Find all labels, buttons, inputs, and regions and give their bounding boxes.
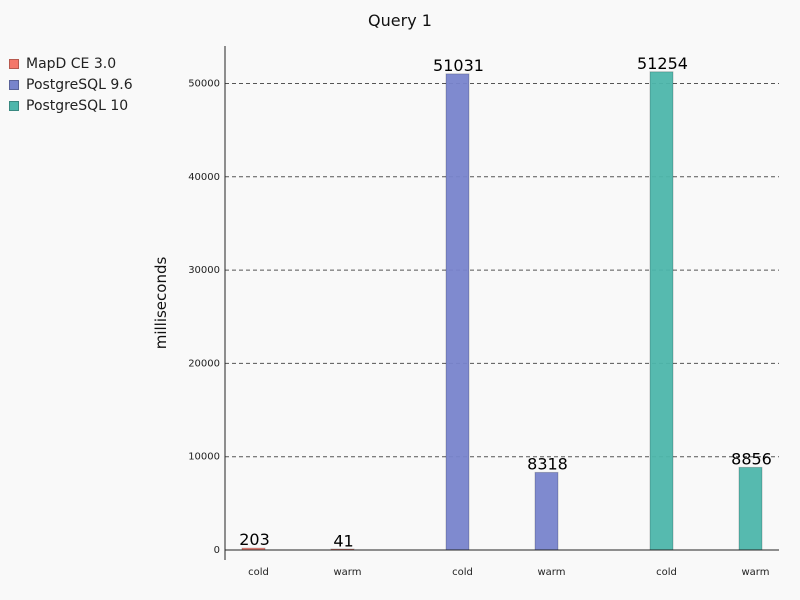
legend-label: PostgreSQL 9.6	[26, 76, 133, 93]
legend-label: MapD CE 3.0	[26, 55, 117, 72]
legend-item-mapd[interactable]: MapD CE 3.0	[9, 53, 133, 74]
bar-value-label: 8856	[731, 449, 772, 468]
legend-label: PostgreSQL 10	[26, 97, 129, 114]
x-ticks: cold warm cold warm cold warm	[248, 567, 769, 578]
bar-value-label: 51031	[433, 56, 484, 75]
y-tick-label: 10000	[188, 452, 220, 463]
bar-value-label: 203	[239, 530, 270, 549]
bar	[649, 71, 674, 551]
bar	[445, 73, 470, 551]
x-tick-label: warm	[334, 567, 362, 578]
chart-title: Query 1	[368, 11, 432, 30]
legend: MapD CE 3.0 PostgreSQL 9.6 PostgreSQL 10	[9, 53, 133, 116]
bar-value-label: 41	[333, 532, 353, 551]
x-tick-label: cold	[452, 567, 473, 578]
x-tick-label: cold	[248, 567, 269, 578]
y-tick-label: 50000	[188, 79, 220, 90]
x-tick-label: warm	[538, 567, 566, 578]
x-tick-label: warm	[742, 567, 770, 578]
y-axis-label: milliseconds	[152, 257, 170, 350]
legend-item-postgresql-9-6[interactable]: PostgreSQL 9.6	[9, 74, 133, 95]
y-tick-label: 0	[214, 545, 220, 556]
y-ticks: 0 10000 20000 30000 40000 50000	[188, 79, 220, 557]
bar	[534, 471, 559, 551]
y-tick-label: 40000	[188, 172, 220, 183]
legend-swatch	[9, 58, 19, 69]
x-tick-label: cold	[656, 567, 677, 578]
bar-value-label: 51254	[637, 54, 688, 73]
value-labels: 203 41 51031 8318 51254 8856	[239, 54, 772, 551]
gridlines	[225, 83, 779, 458]
legend-swatch	[9, 100, 19, 111]
bar	[738, 466, 763, 551]
legend-item-postgresql-10[interactable]: PostgreSQL 10	[9, 95, 133, 116]
y-tick-label: 20000	[188, 358, 220, 369]
bars	[241, 71, 763, 551]
legend-swatch	[9, 79, 19, 90]
bar-value-label: 8318	[527, 454, 568, 473]
y-tick-label: 30000	[188, 265, 220, 276]
